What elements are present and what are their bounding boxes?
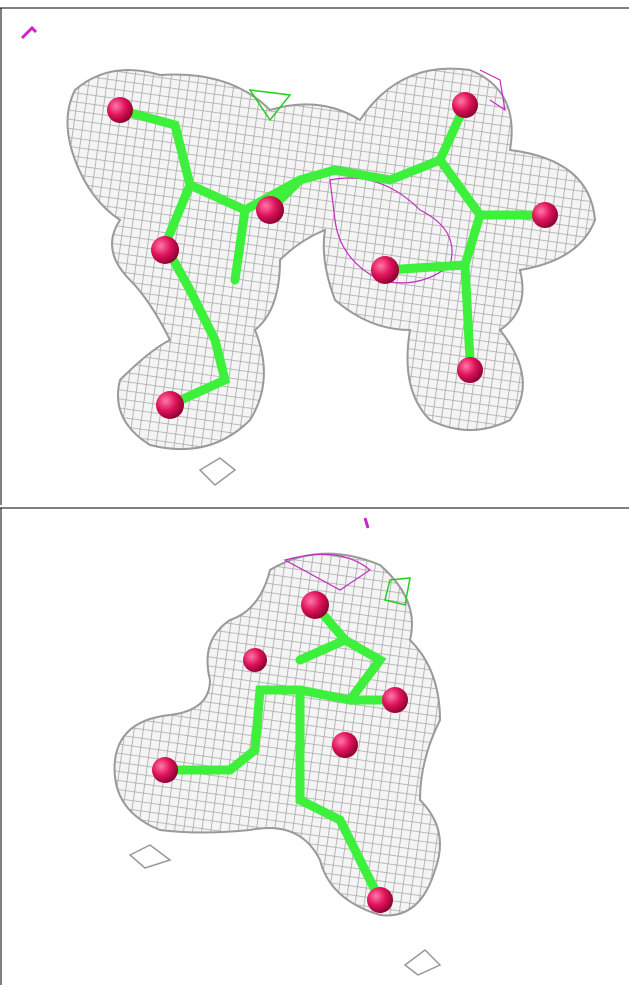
top-atoms xyxy=(107,92,558,419)
top-structure xyxy=(20,25,597,486)
bottom-structure xyxy=(113,517,442,976)
panel-frames xyxy=(0,7,629,985)
bottom-atoms xyxy=(152,591,408,913)
